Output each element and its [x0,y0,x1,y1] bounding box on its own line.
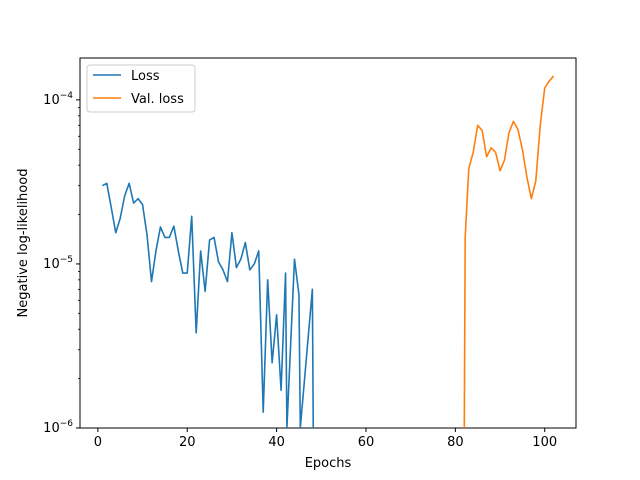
legend-label-val-loss: Val. loss [131,92,184,107]
y-tick-label: 10−4 [43,91,73,108]
x-tick-label: 20 [179,435,196,450]
x-tick-label: 60 [358,435,375,450]
x-axis-label: Epochs [305,456,352,471]
legend: Loss Val. loss [86,64,196,113]
series-line-val-loss [463,75,555,428]
x-axis: 0 20 40 60 80 100 [94,428,557,450]
series-layer [101,75,555,428]
y-tick-label: 10−6 [43,419,73,436]
plot-area [79,57,577,429]
x-tick-label: 100 [532,435,557,450]
series-line-loss [101,182,315,428]
legend-box [86,64,196,113]
y-axis-label: Negative log-likelihood [16,169,31,318]
x-tick-label: 40 [268,435,285,450]
y-tick-label: 10−5 [43,255,73,272]
x-tick-label: 80 [447,435,464,450]
x-tick-label: 0 [94,435,102,450]
y-axis: 10−6 10−5 10−4 [43,91,80,436]
legend-label-loss: Loss [131,69,160,84]
plot-frame [79,57,577,429]
